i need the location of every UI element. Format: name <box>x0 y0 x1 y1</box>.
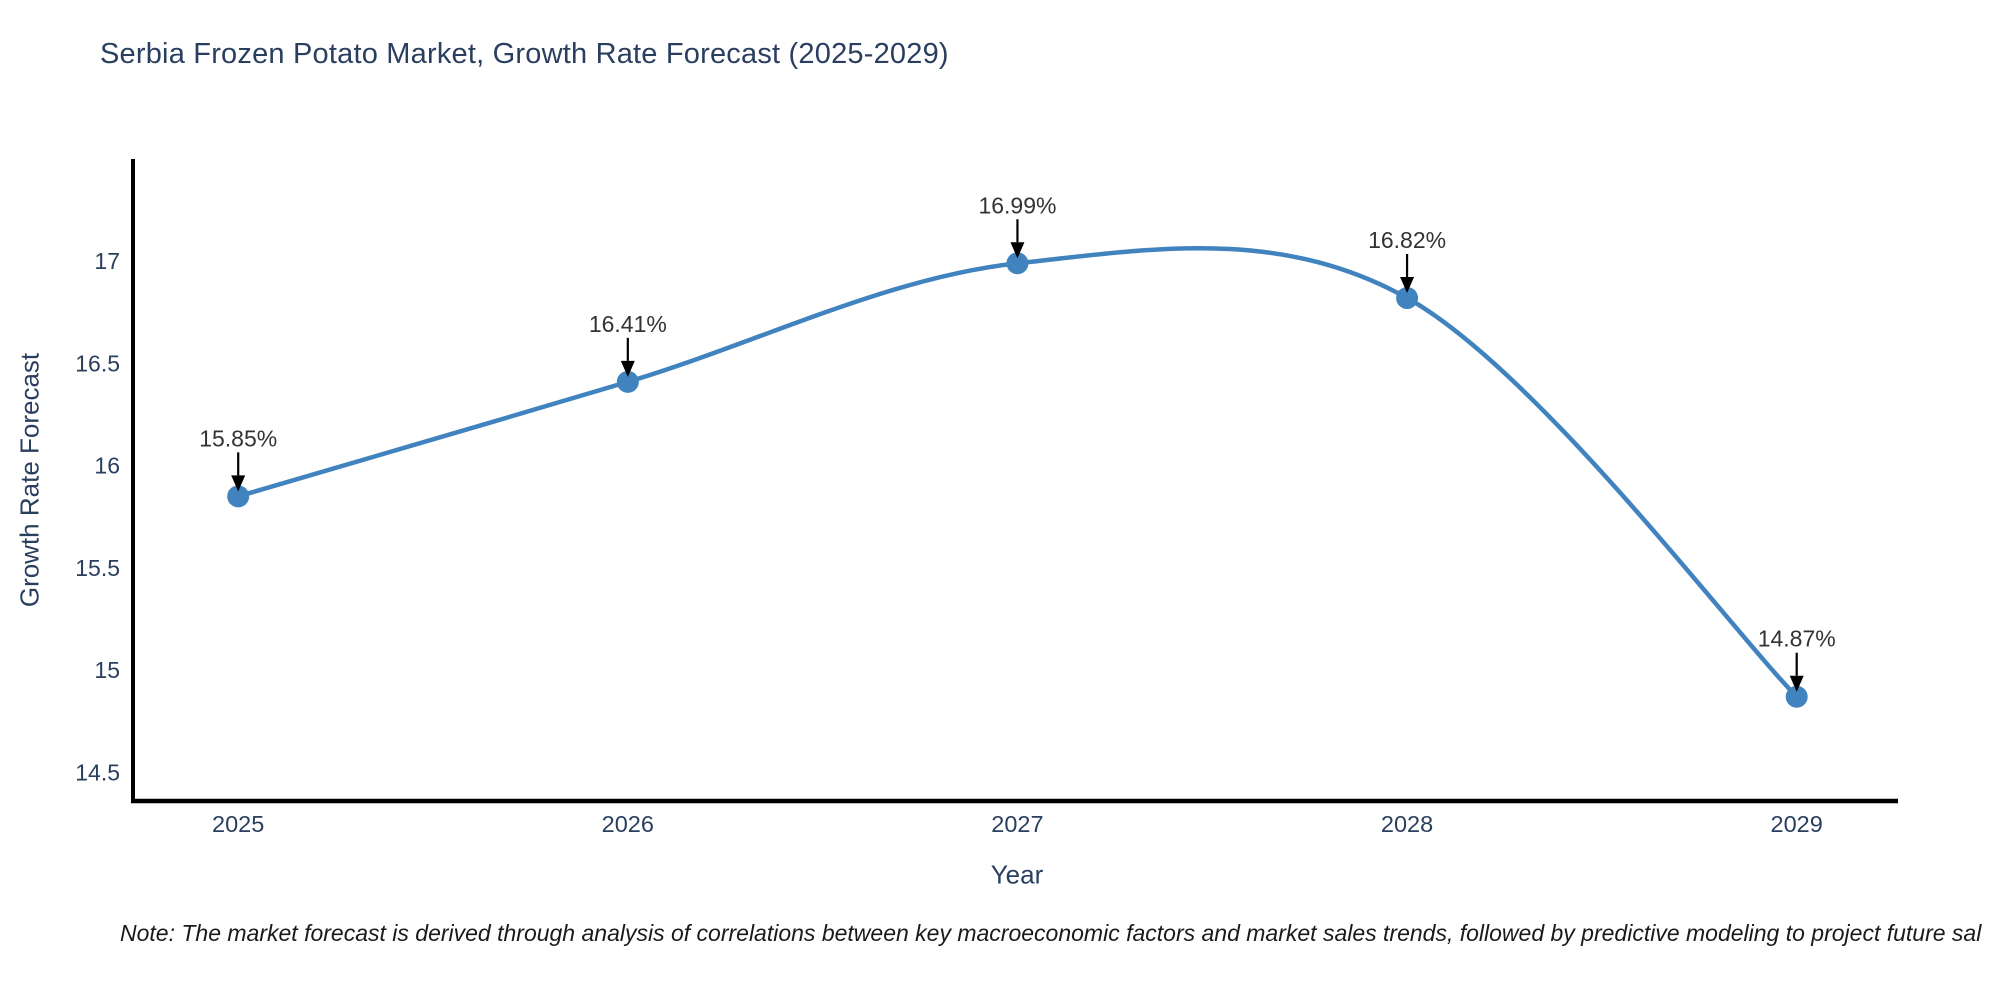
annotation-arrowhead <box>1789 675 1804 692</box>
data-point-marker <box>1785 685 1808 708</box>
point-value-label: 16.82% <box>1368 227 1446 253</box>
y-tick-label: 16 <box>94 453 120 479</box>
y-tick-label: 17 <box>94 248 120 274</box>
data-point-marker <box>616 370 639 393</box>
x-tick-label: 2029 <box>1771 811 1823 837</box>
point-value-label: 16.99% <box>978 192 1056 218</box>
y-tick-label: 14.5 <box>75 759 120 785</box>
x-tick-label: 2026 <box>602 811 654 837</box>
axis-tick-labels: 14.5 15 15.5 16 16.5 17 2025 2026 2027 2028 2029 <box>75 248 1823 837</box>
y-tick-label: 16.5 <box>75 350 120 376</box>
series-line <box>235 245 1799 699</box>
annotation-arrowhead <box>231 475 246 492</box>
x-tick-label: 2025 <box>212 811 264 837</box>
y-tick-label: 15.5 <box>75 555 120 581</box>
point-value-label: 16.41% <box>589 311 667 337</box>
point-value-label: 15.85% <box>199 425 277 451</box>
y-tick-label: 15 <box>94 657 120 683</box>
annotation-arrowhead <box>620 360 635 377</box>
data-point-marker <box>1396 287 1419 310</box>
chart-title: Serbia Frozen Potato Market, Growth Rate… <box>100 38 949 70</box>
x-tick-label: 2028 <box>1381 811 1433 837</box>
point-annotations: 15.85% 16.41% 16.99% 16.82% 14.87% <box>199 192 1836 692</box>
x-tick-label: 2027 <box>991 811 1043 837</box>
data-point-marker <box>227 485 250 508</box>
x-axis-title: Year <box>990 859 1044 890</box>
annotation-arrowhead <box>1400 277 1415 294</box>
point-value-label: 14.87% <box>1758 626 1836 652</box>
annotation-arrowhead <box>1010 242 1025 259</box>
data-point-marker <box>1006 252 1029 275</box>
footnote: Note: The market forecast is derived thr… <box>120 920 1982 946</box>
line-series <box>227 245 1808 708</box>
